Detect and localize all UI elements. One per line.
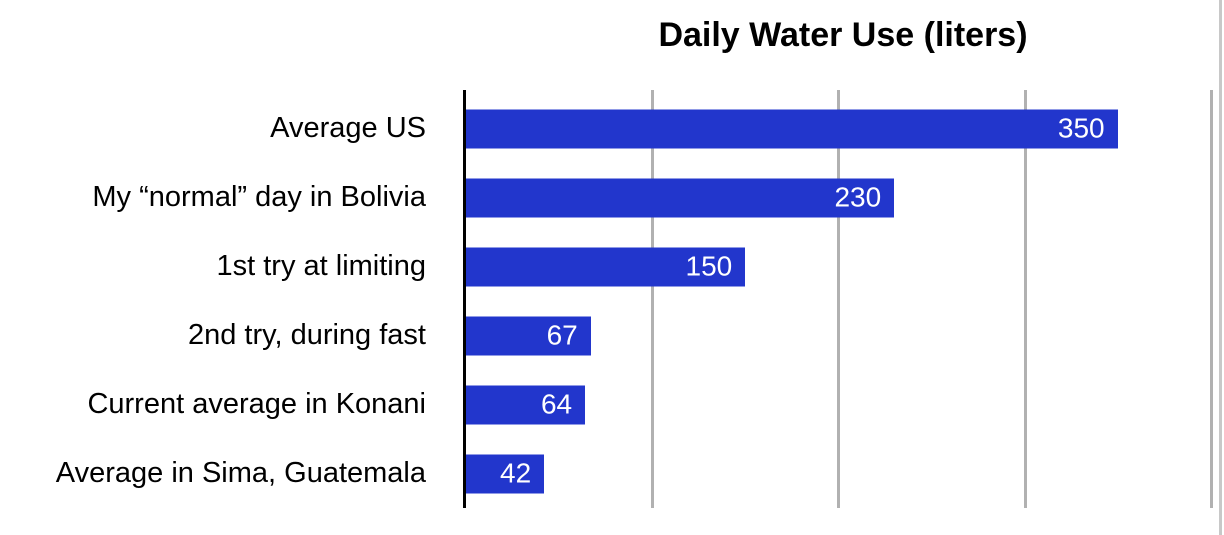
value-label: 230: [834, 181, 882, 213]
y-axis-line: [463, 90, 466, 508]
gridline: [1023, 90, 1027, 508]
category-label: Current average in Konani: [87, 388, 426, 420]
bar-track: 67: [466, 301, 1220, 370]
bar-row: Average in Sima, Guatemala 42: [0, 439, 1220, 508]
bar: 230: [466, 178, 895, 217]
bar: 42: [466, 454, 545, 493]
bar-track: 350: [466, 94, 1220, 163]
value-label: 64: [540, 388, 573, 420]
bar-row: My “normal” day in Bolivia 230: [0, 163, 1220, 232]
gridline: [837, 90, 841, 508]
bar-track: 230: [466, 163, 1220, 232]
bar: 67: [466, 316, 591, 355]
value-label: 350: [1057, 112, 1105, 144]
bar: 350: [466, 109, 1118, 148]
value-label: 67: [546, 319, 578, 351]
bar: 150: [466, 247, 746, 286]
category-label: Average in Sima, Guatemala: [55, 457, 426, 489]
bar-row: Current average in Konani 64: [0, 370, 1220, 439]
bar-track: 42: [466, 439, 1220, 508]
category-label: 1st try at limiting: [216, 250, 427, 282]
bar: 64: [466, 385, 586, 424]
value-label: 150: [685, 250, 733, 282]
bar-track: 150: [466, 232, 1220, 301]
plot-area: [463, 90, 1220, 508]
chart-title: Daily Water Use (liters): [658, 16, 1028, 54]
category-label: Average US: [270, 112, 426, 144]
bar-row: Average US 350: [0, 94, 1220, 163]
gridline: [651, 90, 655, 508]
category-label: My “normal” day in Bolivia: [92, 181, 426, 213]
bar-row: 2nd try, during fast 67: [0, 301, 1220, 370]
bar-rows: Average US 350 My “normal” day in Bolivia 2…: [0, 94, 1220, 508]
category-label: 2nd try, during fast: [187, 319, 426, 351]
bar-row: 1st try at limiting 150: [0, 232, 1220, 301]
bar-track: 64: [466, 370, 1220, 439]
value-label: 42: [500, 457, 532, 489]
right-edge-border: [1219, 0, 1222, 535]
gridline: [1209, 90, 1213, 508]
